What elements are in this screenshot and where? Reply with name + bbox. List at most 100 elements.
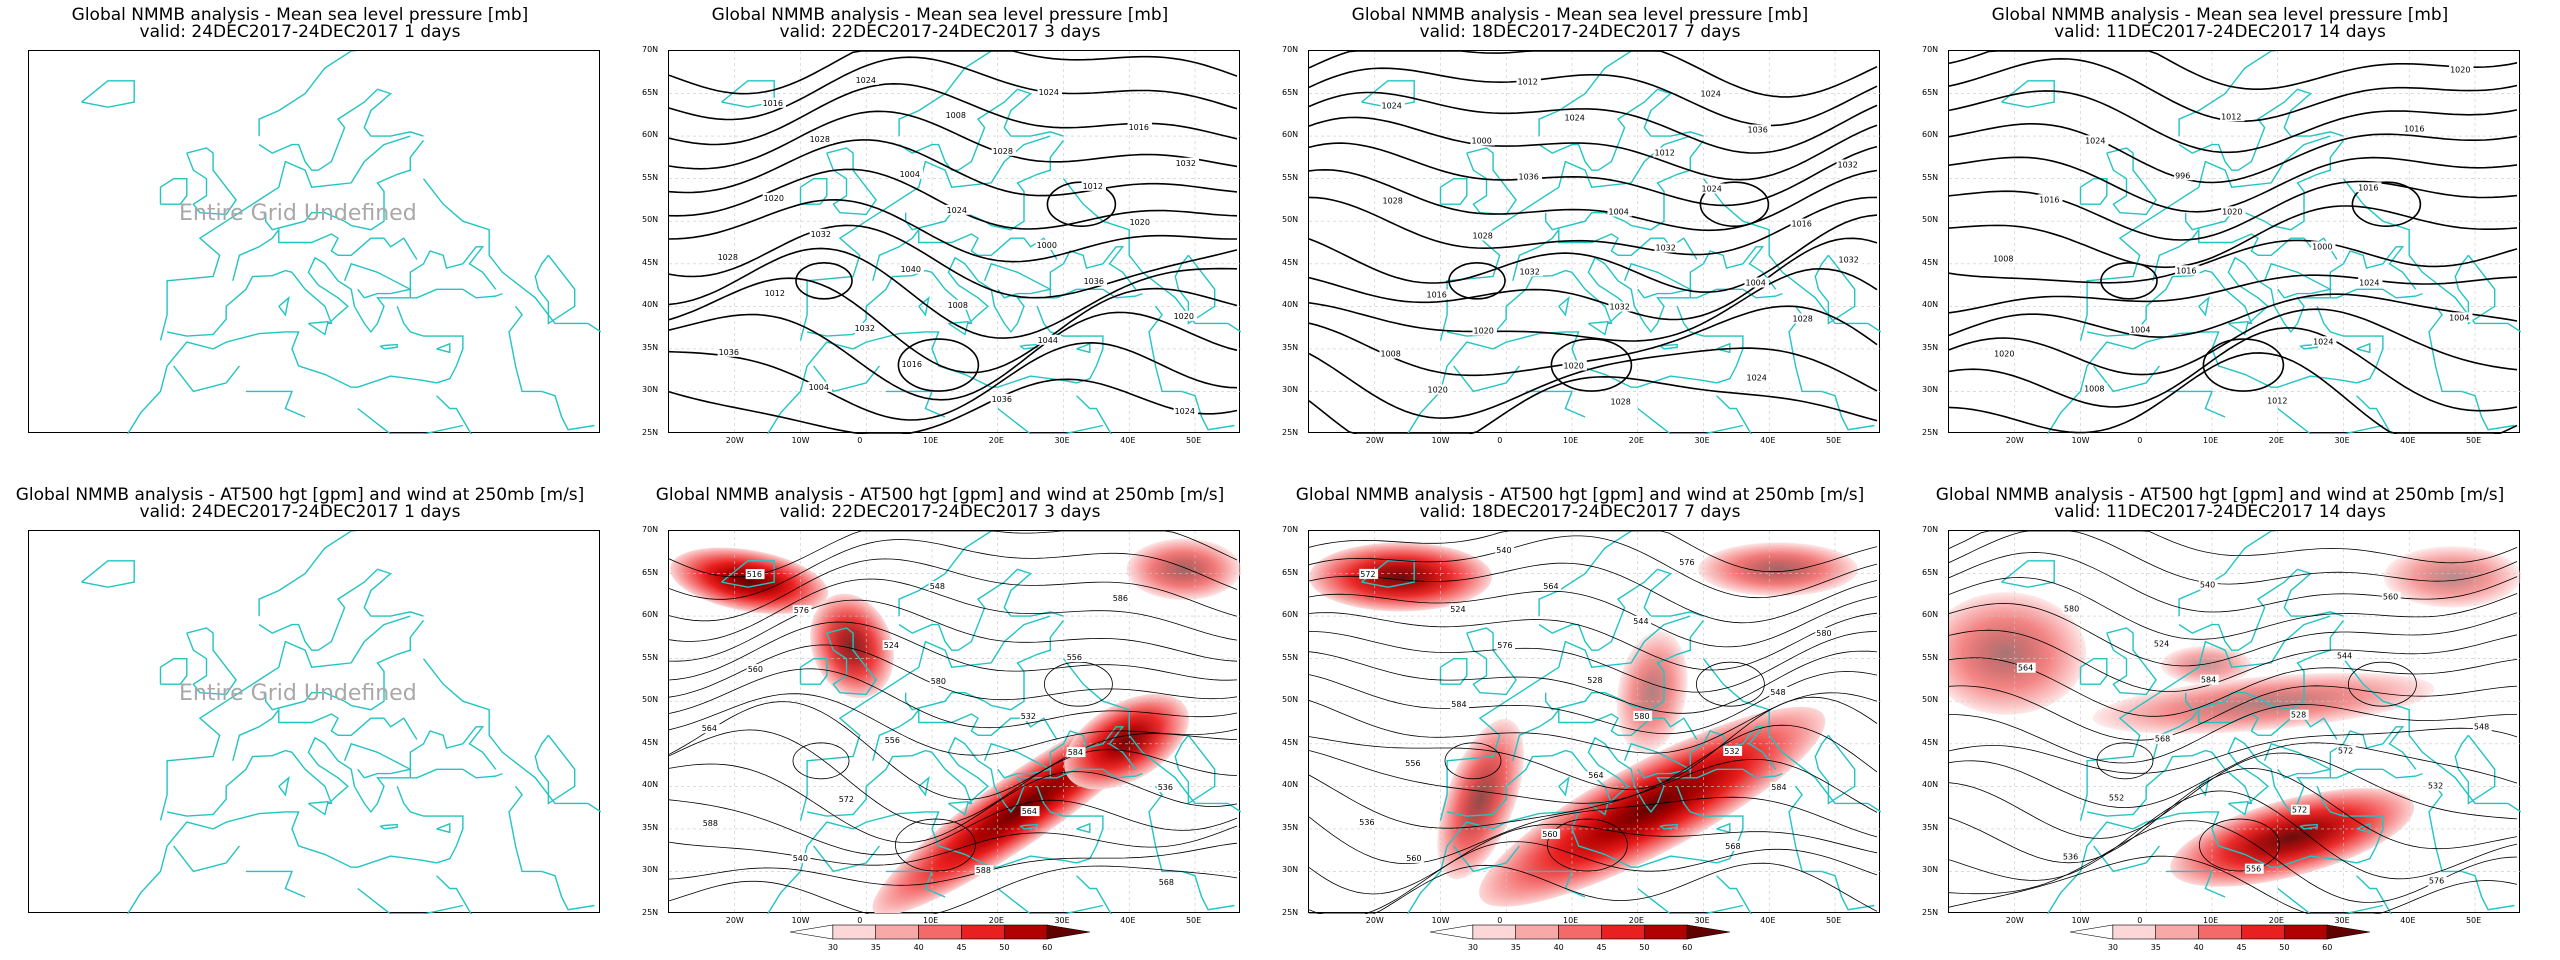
lat-tick-label: 60N: [1922, 610, 1939, 620]
contour-label-bg: [2244, 863, 2264, 874]
contour-label: 1012: [1083, 182, 1103, 191]
lat-tick-label: 50N: [1922, 695, 1939, 705]
contour-label: 560: [1406, 854, 1421, 863]
contour-label-bg: [763, 287, 788, 298]
contour-label-bg: [1127, 121, 1152, 132]
contour-label-bg: [2449, 64, 2474, 75]
wind-colorbar: [2070, 924, 2371, 940]
lon-tick-label: 30E: [1054, 436, 1070, 445]
lat-tick-label: 65N: [1922, 87, 1939, 97]
contour-label: 516: [747, 570, 762, 579]
contour-label: 1016: [2404, 124, 2424, 133]
contour-label-bg: [1081, 180, 1106, 191]
lat-tick-label: 60N: [1922, 130, 1939, 140]
colorbar-segment: [1515, 924, 1559, 940]
contour-label-bg: [1815, 627, 1835, 638]
at500-panel-3: Global NMMB analysis - AT500 hgt [gpm] a…: [1280, 480, 1920, 960]
contour-label: 560: [748, 665, 763, 674]
contour-label-bg: [1471, 230, 1496, 241]
map-svg: 524 528 532 536 540 544 548 552 556 560 564 568 572 5…: [1949, 531, 2521, 914]
lat-tick-label: 65N: [1922, 567, 1939, 577]
contour-label: 1036: [1748, 126, 1768, 135]
lat-tick-label: 30N: [642, 865, 659, 875]
lon-tick-label: 0: [857, 436, 863, 445]
contour-label-bg: [899, 263, 924, 274]
panel-valid-range: valid: 22DEC2017-24DEC2017 3 days: [779, 502, 1101, 522]
contour-label-bg: [2427, 875, 2447, 886]
contour-label: 1008: [2084, 384, 2104, 393]
lat-tick-label: 25N: [1282, 908, 1299, 917]
colorbar-label: 30: [827, 943, 839, 952]
contour-label-bg: [762, 192, 787, 203]
contour-label: 1008: [1993, 254, 2013, 263]
lat-tick-label: 70N: [1922, 45, 1939, 54]
contour-label: 1028: [1473, 232, 1493, 241]
lat-tick-label: 35N: [1922, 822, 1939, 832]
colorbar-segment: [2070, 924, 2114, 940]
contour-label-bg: [1993, 348, 2018, 359]
lon-tick-label: 10W: [791, 916, 810, 925]
lat-tick-label: 50N: [642, 695, 659, 705]
lat-tick-label: 35N: [642, 342, 659, 352]
lat-tick-label: 60N: [1282, 130, 1299, 140]
lat-tick-label: 45N: [1282, 257, 1299, 267]
contour-label-bg: [882, 640, 902, 651]
isobars: [1949, 531, 2518, 914]
map-svg: 524 528 532 536 540 544 548 556 560 576 580 584 564 5…: [1309, 531, 1881, 914]
contour-label: 1020: [1564, 362, 1584, 371]
contour-label-bg: [1156, 782, 1176, 793]
contour-label-bg: [2153, 733, 2173, 744]
map-frame: 524 528 532 536 540 544 548 556 560 576 580 584 564 5…: [1308, 530, 1881, 914]
colorbar-label: 45: [956, 943, 967, 952]
lat-tick-label: 40N: [1922, 300, 1939, 310]
contour-label: 580: [931, 677, 946, 686]
contour-label-bg: [990, 393, 1015, 404]
map-svg: 1000 1004 1004 1008 1012 1012 1016 1016 1020 1024…: [1309, 51, 1881, 434]
contour-label-bg: [2083, 383, 2108, 394]
contour-label-bg: [1517, 171, 1542, 182]
lon-tick-label: 20W: [1365, 436, 1384, 445]
contour-label: 576: [1679, 558, 1694, 567]
contour-label: 1016: [2358, 183, 2378, 192]
contour-label-bg: [1359, 568, 1379, 579]
colorbar-segment: [1686, 924, 1731, 940]
panel-valid-range: valid: 11DEC2017-24DEC2017 14 days: [2054, 502, 2386, 522]
lat-tick-label: 40N: [1282, 300, 1299, 310]
contour-label: 556: [1405, 759, 1420, 768]
colorbar-segment: [875, 924, 919, 940]
contour-label-bg: [854, 74, 879, 85]
contour-label: 1036: [1519, 173, 1539, 182]
contour-label-bg: [2061, 851, 2081, 862]
colorbar-segment: [2241, 924, 2285, 940]
lat-tick-label: 60N: [642, 610, 659, 620]
lon-tick-label: 0: [1497, 436, 1503, 445]
contour-label-bg: [1066, 747, 1086, 758]
contour-label: 584: [2201, 676, 2216, 685]
panel-title: Global NMMB analysis - Mean sea level pr…: [71, 5, 529, 25]
lon-tick-label: 10E: [922, 436, 939, 445]
panel-valid-range: valid: 11DEC2017-24DEC2017 14 days: [2054, 22, 2386, 42]
colorbar-label: 35: [870, 943, 881, 952]
contour-label: 536: [1359, 818, 1374, 827]
contour-label-bg: [2152, 638, 2172, 649]
contour-label: 564: [1022, 807, 1037, 816]
lon-tick-label: 20W: [1365, 916, 1384, 925]
contour-label-bg: [1518, 266, 1543, 277]
contour-label-bg: [2403, 123, 2428, 134]
contour-label-bg: [2336, 745, 2356, 756]
contour-label: 548: [1770, 688, 1785, 697]
contour-label-bg: [792, 605, 812, 616]
contour-label: 1004: [1609, 208, 1629, 217]
contour-label-bg: [1172, 310, 1197, 321]
contour-label: 1028: [1383, 197, 1403, 206]
contour-label: 556: [2246, 865, 2261, 874]
contour-label: 536: [1158, 783, 1173, 792]
contour-labels: 1000 1004 1004 1008 1012 1012 1016 1016 1020 1024…: [1379, 76, 1862, 407]
contour-label-bg: [1020, 806, 1040, 817]
contour-label-bg: [974, 865, 994, 876]
lon-tick-label: 50E: [2465, 916, 2482, 925]
contour-label: 1024: [2313, 337, 2333, 346]
wind-speed-shading: [1309, 542, 1859, 907]
contour-label-bg: [1632, 615, 1652, 626]
contour-label: 540: [1496, 546, 1511, 555]
